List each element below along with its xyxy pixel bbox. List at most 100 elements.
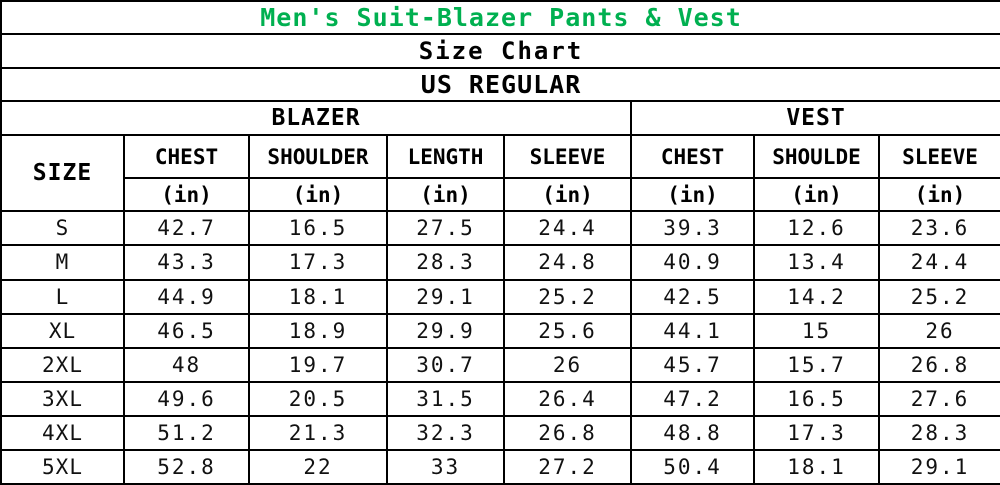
- data-cell: 42.5: [630, 278, 755, 315]
- data-cell: 24.4: [503, 210, 632, 247]
- data-cell: 45.7: [630, 346, 755, 383]
- column-header-vest-chest: CHEST: [630, 134, 755, 180]
- size-column-header: SIZE: [0, 134, 125, 213]
- table-row-3xl: 3XL 49.6 20.5 31.5 26.4 47.2 16.5 27.6: [0, 380, 1000, 417]
- data-cell: 51.2: [123, 414, 250, 451]
- data-cell: 24.8: [503, 244, 632, 281]
- region-row: US REGULAR: [0, 67, 1000, 103]
- data-cell: 26.8: [503, 414, 632, 451]
- size-label: 4XL: [0, 414, 125, 451]
- data-cell: 39.3: [630, 210, 755, 247]
- data-cell: 29.9: [386, 312, 505, 349]
- data-cell: 26: [503, 346, 632, 383]
- data-cell: 21.3: [248, 414, 388, 451]
- data-cell: 43.3: [123, 244, 250, 281]
- data-cell: 15.7: [753, 346, 880, 383]
- column-header-vest-sleeve: SLEEVE: [877, 134, 1000, 180]
- data-cell: 26.8: [877, 346, 1000, 383]
- data-cell: 49.6: [123, 380, 250, 417]
- size-label: 2XL: [0, 346, 125, 383]
- data-cell: 27.5: [386, 210, 505, 247]
- unit-label: (in): [248, 177, 388, 213]
- table-row-s: S 42.7 16.5 27.5 24.4 39.3 12.6 23.6: [0, 210, 1000, 247]
- group-header-row: BLAZER VEST: [0, 100, 1000, 137]
- data-cell: 44.1: [630, 312, 755, 349]
- data-cell: 19.7: [248, 346, 388, 383]
- table-row-xl: XL 46.5 18.9 29.9 25.6 44.1 15 26: [0, 312, 1000, 349]
- data-cell: 17.3: [248, 244, 388, 281]
- unit-row: (in) (in) (in) (in) (in) (in) (in): [1, 177, 1000, 213]
- unit-label: (in): [753, 177, 880, 213]
- column-header-blazer-sleeve: SLEEVE: [503, 134, 632, 180]
- data-cell: 42.7: [123, 210, 250, 247]
- data-cell: 23.6: [877, 210, 1000, 247]
- data-cell: 15: [753, 312, 880, 349]
- data-cell: 29.1: [386, 278, 505, 315]
- unit-label: (in): [386, 177, 505, 213]
- data-cell: 20.5: [248, 380, 388, 417]
- size-label: XL: [0, 312, 125, 349]
- data-cell: 26: [877, 312, 1000, 349]
- data-cell: 50.4: [630, 448, 755, 485]
- fit-region-label: US REGULAR: [0, 67, 1000, 103]
- column-header-vest-shoulder: SHOULDE: [753, 134, 880, 180]
- column-header-blazer-shoulder: SHOULDER: [248, 134, 388, 180]
- data-cell: 27.6: [877, 380, 1000, 417]
- chart-subtitle: Size Chart: [0, 33, 1000, 70]
- size-label: S: [0, 210, 125, 247]
- unit-label: (in): [503, 177, 632, 213]
- data-cell: 32.3: [386, 414, 505, 451]
- data-cell: 18.1: [753, 448, 880, 485]
- unit-label: (in): [877, 177, 1000, 213]
- data-cell: 44.9: [123, 278, 250, 315]
- data-cell: 40.9: [630, 244, 755, 281]
- table-row-4xl: 4XL 51.2 21.3 32.3 26.8 48.8 17.3 28.3: [0, 414, 1000, 451]
- data-cell: 25.6: [503, 312, 632, 349]
- data-cell: 25.2: [503, 278, 632, 315]
- data-cell: 29.1: [877, 448, 1000, 485]
- unit-label: (in): [630, 177, 755, 213]
- data-cell: 47.2: [630, 380, 755, 417]
- data-cell: 22: [248, 448, 388, 485]
- data-cell: 16.5: [248, 210, 388, 247]
- subtitle-row: Size Chart: [0, 33, 1000, 70]
- group-header-vest: VEST: [629, 100, 1000, 137]
- data-cell: 30.7: [386, 346, 505, 383]
- data-cell: 24.4: [877, 244, 1000, 281]
- data-cell: 52.8: [123, 448, 250, 485]
- table-row-m: M 43.3 17.3 28.3 24.8 40.9 13.4 24.4: [0, 244, 1000, 281]
- size-label: M: [0, 244, 125, 281]
- data-cell: 31.5: [386, 380, 505, 417]
- column-header-blazer-chest: CHEST: [123, 134, 250, 180]
- data-cell: 46.5: [123, 312, 250, 349]
- page-title: Men's Suit-Blazer Pants & Vest: [0, 0, 1000, 36]
- data-cell: 12.6: [753, 210, 880, 247]
- data-cell: 28.3: [877, 414, 1000, 451]
- data-cell: 13.4: [753, 244, 880, 281]
- table-row-5xl: 5XL 52.8 22 33 27.2 50.4 18.1 29.1: [0, 448, 1000, 485]
- size-label: 3XL: [0, 380, 125, 417]
- data-cell: 48.8: [630, 414, 755, 451]
- data-cell: 27.2: [503, 448, 632, 485]
- data-cell: 25.2: [877, 278, 1000, 315]
- data-cell: 48: [123, 346, 250, 383]
- data-cell: 33: [386, 448, 505, 485]
- data-cell: 28.3: [386, 244, 505, 281]
- data-cell: 17.3: [753, 414, 880, 451]
- data-cell: 26.4: [503, 380, 632, 417]
- group-header-blazer: BLAZER: [0, 100, 632, 137]
- data-cell: 14.2: [753, 278, 880, 315]
- unit-label: (in): [123, 177, 250, 213]
- data-cell: 16.5: [753, 380, 880, 417]
- column-header-blazer-length: LENGTH: [386, 134, 505, 180]
- size-label: 5XL: [0, 448, 125, 485]
- title-row: Men's Suit-Blazer Pants & Vest: [0, 0, 1000, 36]
- table-row-2xl: 2XL 48 19.7 30.7 26 45.7 15.7 26.8: [0, 346, 1000, 383]
- table-row-l: L 44.9 18.1 29.1 25.2 42.5 14.2 25.2: [0, 278, 1000, 315]
- column-header-row: SIZE CHEST SHOULDER LENGTH SLEEVE CHEST …: [0, 134, 1000, 213]
- data-cell: 18.9: [248, 312, 388, 349]
- data-cell: 18.1: [248, 278, 388, 315]
- size-label: L: [0, 278, 125, 315]
